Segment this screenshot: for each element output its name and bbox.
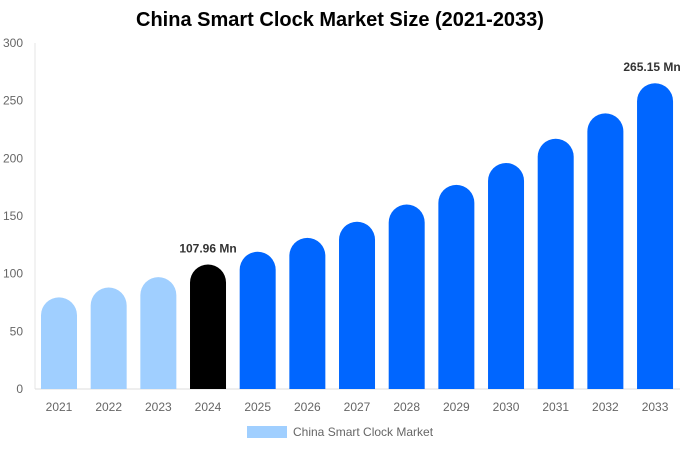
bar-2026 — [289, 237, 326, 389]
x-tick-label: 2027 — [344, 400, 371, 414]
bar-2025 — [239, 251, 276, 389]
x-tick-label: 2026 — [294, 400, 321, 414]
x-tick-label: 2033 — [642, 400, 669, 414]
x-tick-label: 2022 — [95, 400, 122, 414]
y-tick-label: 250 — [3, 94, 23, 108]
bar-2031 — [537, 138, 574, 389]
y-tick-label: 200 — [3, 151, 23, 165]
bar-2032 — [587, 113, 624, 390]
x-tick-label: 2021 — [46, 400, 73, 414]
chart-title: China Smart Clock Market Size (2021-2033… — [136, 9, 544, 31]
bar-2024 — [190, 264, 227, 389]
legend-swatch — [247, 426, 287, 438]
bar-2029 — [438, 184, 475, 389]
x-tick-label: 2032 — [592, 400, 619, 414]
x-tick-label: 2023 — [145, 400, 172, 414]
y-tick-label: 150 — [3, 209, 23, 223]
x-tick-label: 2031 — [542, 400, 569, 414]
bar-2033 — [637, 83, 674, 390]
x-tick-label: 2028 — [393, 400, 420, 414]
legend[interactable]: China Smart Clock Market — [247, 425, 433, 439]
x-tick-label: 2025 — [244, 400, 271, 414]
x-tick-label: 2029 — [443, 400, 470, 414]
y-tick-label: 100 — [3, 267, 23, 281]
y-tick-label: 50 — [10, 324, 24, 338]
data-label-2024: 107.96 Mn — [179, 241, 236, 255]
x-tick-label: 2024 — [195, 400, 222, 414]
y-tick-label: 0 — [16, 382, 23, 396]
x-tick-label: 2030 — [493, 400, 520, 414]
bar-2027 — [339, 221, 376, 389]
bar-2022 — [90, 287, 127, 389]
bar-2021 — [41, 297, 77, 389]
bar-2030 — [488, 162, 525, 389]
data-label-2033: 265.15 Mn — [623, 60, 680, 74]
legend-label: China Smart Clock Market — [293, 425, 434, 439]
y-tick-label: 300 — [3, 36, 23, 50]
bar-2023 — [140, 277, 177, 389]
bar-2028 — [388, 204, 425, 389]
